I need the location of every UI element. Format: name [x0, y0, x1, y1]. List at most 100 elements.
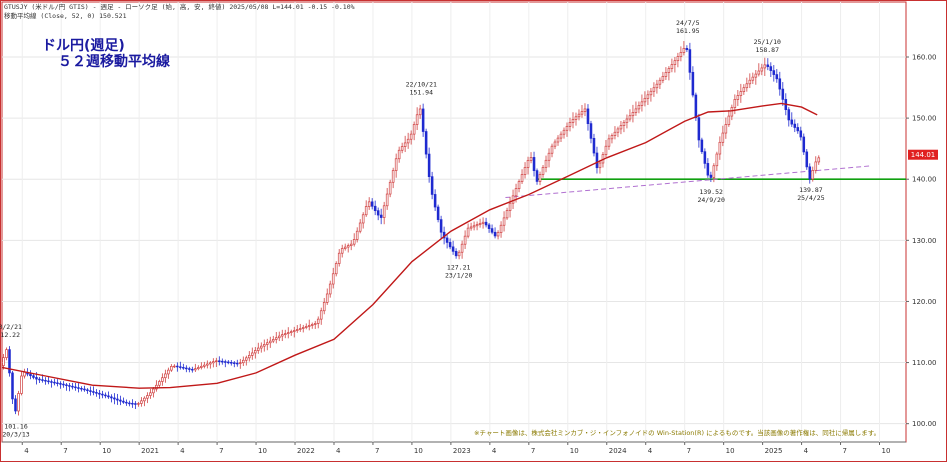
x-tick-label: 4 [180, 447, 185, 455]
candle-body [71, 385, 74, 388]
candle-body [107, 395, 110, 398]
candle-body [74, 386, 77, 389]
candle-body [664, 72, 668, 77]
annotation-label: 112.22 [0, 331, 20, 339]
candle-body [346, 245, 350, 248]
x-tick-label: 10 [882, 447, 891, 455]
candle-body [349, 243, 353, 246]
candle-body [625, 118, 629, 123]
candle-body [805, 151, 809, 168]
x-tick-label: 10 [102, 447, 111, 455]
grid-lines [2, 2, 906, 442]
candle-body [95, 392, 98, 394]
candle-body [577, 113, 581, 118]
candle-body [212, 361, 215, 364]
candle-body [38, 378, 41, 381]
candle-body [619, 125, 623, 130]
candle-body [271, 339, 275, 342]
annotation-label: 127.21 [447, 263, 471, 271]
candle-body [86, 389, 89, 392]
candle-body [289, 331, 293, 333]
candle-body [209, 362, 212, 365]
x-tick-label: 2021 [141, 447, 159, 455]
candle-body [301, 327, 305, 329]
candle-body [361, 214, 365, 224]
candle-body [221, 360, 224, 363]
candle-body [233, 362, 236, 364]
candle-body [712, 165, 716, 178]
candle-body [469, 226, 473, 229]
candle-body [394, 158, 398, 171]
annotation-label: 25/4/25 [797, 194, 824, 202]
x-tick-label: 2023 [453, 447, 471, 455]
x-tick-label: 7 [219, 447, 223, 455]
candle-body [814, 161, 818, 171]
candle-body [727, 115, 731, 125]
candle-body [697, 117, 701, 141]
annotation-label: 101.16 [4, 423, 28, 431]
candle-body [721, 132, 725, 143]
candle-body [658, 79, 662, 85]
x-tick-label: 2024 [609, 447, 627, 455]
candle-body [499, 224, 503, 233]
moving-average-series [1, 102, 818, 389]
candle-body [466, 227, 470, 237]
candle-body [763, 64, 767, 69]
x-tick-label: 7 [375, 447, 379, 455]
candle-body [253, 350, 257, 354]
x-tick-label: 10 [726, 447, 735, 455]
candle-body [484, 221, 488, 226]
candle-body [56, 382, 59, 384]
candle-body [173, 365, 176, 368]
candle-body [331, 273, 335, 285]
candle-body [733, 99, 737, 108]
candle-body [418, 108, 422, 116]
candle-body [496, 232, 500, 237]
candle-body [179, 366, 182, 368]
candle-body [32, 375, 35, 378]
candle-body [403, 142, 407, 147]
candle-body [523, 167, 527, 175]
x-tick-label: 4 [648, 447, 653, 455]
candle-body [637, 105, 641, 110]
candle-body [101, 393, 104, 396]
candle-body [409, 133, 413, 140]
header-line2: 移動平均線 (Close, 52, 0) 150.521 [4, 11, 127, 20]
last-price-box: 144.01 [908, 149, 938, 160]
candle-body [760, 67, 764, 72]
annotation-label: 20/3/13 [2, 431, 29, 439]
candle-body [586, 108, 590, 124]
candle-body [490, 228, 494, 233]
candle-body [751, 76, 755, 81]
candle-body [610, 135, 614, 140]
candle-body [703, 151, 707, 164]
candle-body [613, 131, 617, 136]
candle-body [445, 237, 449, 243]
candle-body [559, 133, 563, 139]
candle-body [316, 318, 320, 324]
candle-body [451, 246, 455, 252]
candle-body [295, 329, 299, 331]
annotation-label: 139.87 [799, 186, 823, 194]
candle-body [415, 114, 419, 125]
candle-body [529, 157, 533, 161]
candle-body [313, 323, 317, 325]
candle-body [62, 383, 65, 386]
candle-body [517, 181, 521, 189]
candle-body [298, 328, 302, 330]
candle-body [161, 377, 164, 382]
candle-body [239, 362, 242, 364]
candle-body [11, 372, 14, 400]
candle-body [122, 400, 125, 403]
candle-body [116, 398, 119, 401]
candle-body [790, 119, 794, 125]
candle-body [463, 235, 467, 245]
candle-body [29, 373, 32, 377]
candle-body [685, 48, 689, 50]
candle-body [47, 380, 50, 383]
candle-body [754, 73, 758, 78]
candle-body [170, 366, 173, 371]
y-tick-label: 120.00 [912, 298, 937, 306]
candle-body [215, 360, 218, 362]
copyright-footnote: ※チャート画像は、株式会社ミンカブ・ジ・インフォノイドの Win-Station… [474, 428, 880, 437]
